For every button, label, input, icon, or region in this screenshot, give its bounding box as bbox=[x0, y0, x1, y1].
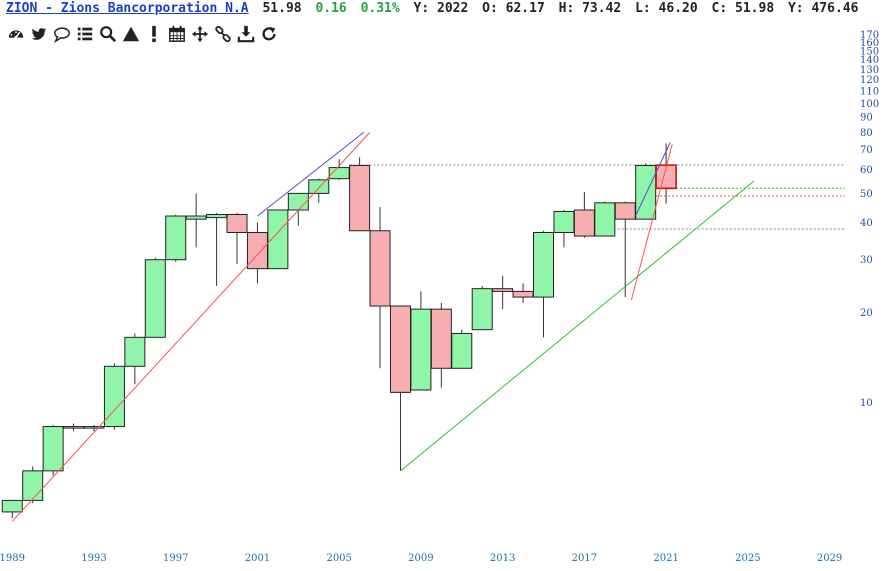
x-tick-label: 1993 bbox=[81, 553, 106, 564]
y-tick-label: 80 bbox=[860, 128, 873, 139]
y-tick-label: 50 bbox=[860, 189, 873, 200]
candle-body-1996 bbox=[144, 259, 166, 338]
candle-body-2009 bbox=[410, 308, 432, 391]
symbol-link[interactable]: ZION - Zions Bancorporation N.A bbox=[6, 1, 249, 16]
candle-body-2011 bbox=[451, 332, 473, 369]
x-tick-label: 2029 bbox=[817, 553, 842, 564]
x-tick-label: 2017 bbox=[572, 553, 597, 564]
x-tick-label: 2001 bbox=[245, 553, 270, 564]
candle-body-2018 bbox=[594, 202, 616, 237]
y-tick-label: 160 bbox=[860, 38, 879, 49]
candle-body-1990 bbox=[22, 470, 44, 501]
price-change-percent: 0.31% bbox=[360, 1, 400, 16]
candle-body-2015 bbox=[533, 231, 555, 298]
candle-body-2013 bbox=[492, 288, 514, 292]
list-icon[interactable] bbox=[75, 24, 95, 44]
candle-body-2020 bbox=[635, 164, 657, 220]
trendline-3 bbox=[635, 142, 671, 217]
cursor-y-value: Y: 476.46 bbox=[787, 1, 859, 16]
candle-body-1998 bbox=[185, 215, 207, 220]
x-tick-label: 2009 bbox=[408, 553, 433, 564]
price-change: 0.16 bbox=[315, 1, 347, 16]
x-tick-label: 1997 bbox=[163, 553, 188, 564]
candles bbox=[1, 143, 677, 519]
y-tick-label: 140 bbox=[860, 55, 879, 66]
chart-toolbar bbox=[6, 24, 279, 44]
quote-header: ZION - Zions Bancorporation N.A 51.98 0.… bbox=[6, 1, 864, 19]
y-tick-label: 170 bbox=[860, 30, 879, 41]
candle-body-2007 bbox=[369, 230, 391, 307]
candle-body-1993 bbox=[83, 426, 105, 429]
candle-body-2017 bbox=[573, 209, 595, 237]
y-tick-label: 10 bbox=[860, 398, 873, 409]
x-tick-label: 2005 bbox=[326, 553, 351, 564]
x-tick-label: 1989 bbox=[0, 553, 25, 564]
y-tick-label: 110 bbox=[860, 87, 879, 98]
y-tick-label: 150 bbox=[860, 46, 879, 57]
candle-body-2001 bbox=[246, 231, 268, 270]
refresh-icon[interactable] bbox=[259, 24, 279, 44]
trendlines bbox=[11, 131, 755, 522]
high-value: H: 73.42 bbox=[558, 1, 622, 16]
exclamation-icon[interactable] bbox=[144, 24, 164, 44]
y-tick-label: 130 bbox=[860, 65, 879, 76]
x-tick-label: 2013 bbox=[490, 553, 515, 564]
download-icon[interactable] bbox=[236, 24, 256, 44]
y-tick-label: 60 bbox=[860, 165, 873, 176]
trendline-1 bbox=[257, 131, 365, 217]
trendline-0 bbox=[11, 132, 371, 522]
y-tick-label: 20 bbox=[860, 308, 873, 319]
x-tick-label: 2021 bbox=[653, 553, 678, 564]
candle-body-2004 bbox=[308, 179, 330, 194]
trendline-2 bbox=[400, 180, 755, 472]
candle-body-1999 bbox=[206, 213, 228, 219]
y-axis: 10 20 30 40 50 60 70 80 90 1001101201301401501601… bbox=[860, 30, 879, 409]
y-tick-label: 70 bbox=[860, 145, 873, 156]
candle-body-2012 bbox=[471, 288, 493, 331]
candle-body-2019 bbox=[614, 202, 636, 220]
candle-body-2008 bbox=[389, 305, 411, 393]
candle-body-1997 bbox=[165, 215, 187, 261]
y-tick-label: 120 bbox=[860, 75, 879, 86]
candle-body-2016 bbox=[553, 210, 575, 233]
y-tick-label: 90 bbox=[860, 113, 873, 124]
dashboard-icon[interactable] bbox=[6, 24, 26, 44]
x-tick-label: 2025 bbox=[735, 553, 760, 564]
open-value: O: 62.17 bbox=[482, 1, 545, 16]
candle-body-1991 bbox=[42, 426, 64, 472]
link-icon[interactable] bbox=[213, 24, 233, 44]
candle-body-1992 bbox=[63, 426, 85, 429]
candle-body-2010 bbox=[430, 308, 452, 369]
candle-body-1994 bbox=[103, 365, 125, 428]
calendar-icon[interactable] bbox=[167, 24, 187, 44]
candle-body-1989 bbox=[1, 499, 23, 513]
y-tick-label: 100 bbox=[860, 99, 879, 110]
search-icon[interactable] bbox=[98, 24, 118, 44]
trendline-4 bbox=[630, 144, 673, 301]
candle-body-2002 bbox=[267, 209, 289, 270]
move-icon[interactable] bbox=[190, 24, 210, 44]
x-axis: 1989 1993 1997 2001 2005 2009 2013 2017 2021 2025… bbox=[0, 553, 842, 564]
candle-body-2006 bbox=[349, 164, 371, 232]
y-tick-label: 40 bbox=[860, 218, 873, 229]
candle-body-2014 bbox=[512, 290, 534, 298]
twitter-icon[interactable] bbox=[29, 24, 49, 44]
candle-body-2021 bbox=[655, 164, 677, 190]
candle-body-2000 bbox=[226, 213, 248, 233]
period-year: Y: 2022 bbox=[413, 1, 469, 16]
triangle-icon[interactable] bbox=[121, 24, 141, 44]
low-value: L: 46.20 bbox=[635, 1, 698, 16]
comment-icon[interactable] bbox=[52, 24, 72, 44]
close-value: C: 51.98 bbox=[711, 1, 775, 16]
last-price: 51.98 bbox=[262, 1, 302, 16]
y-tick-label: 30 bbox=[860, 255, 873, 266]
candle-body-2003 bbox=[287, 192, 309, 211]
candle-body-1995 bbox=[124, 336, 146, 367]
